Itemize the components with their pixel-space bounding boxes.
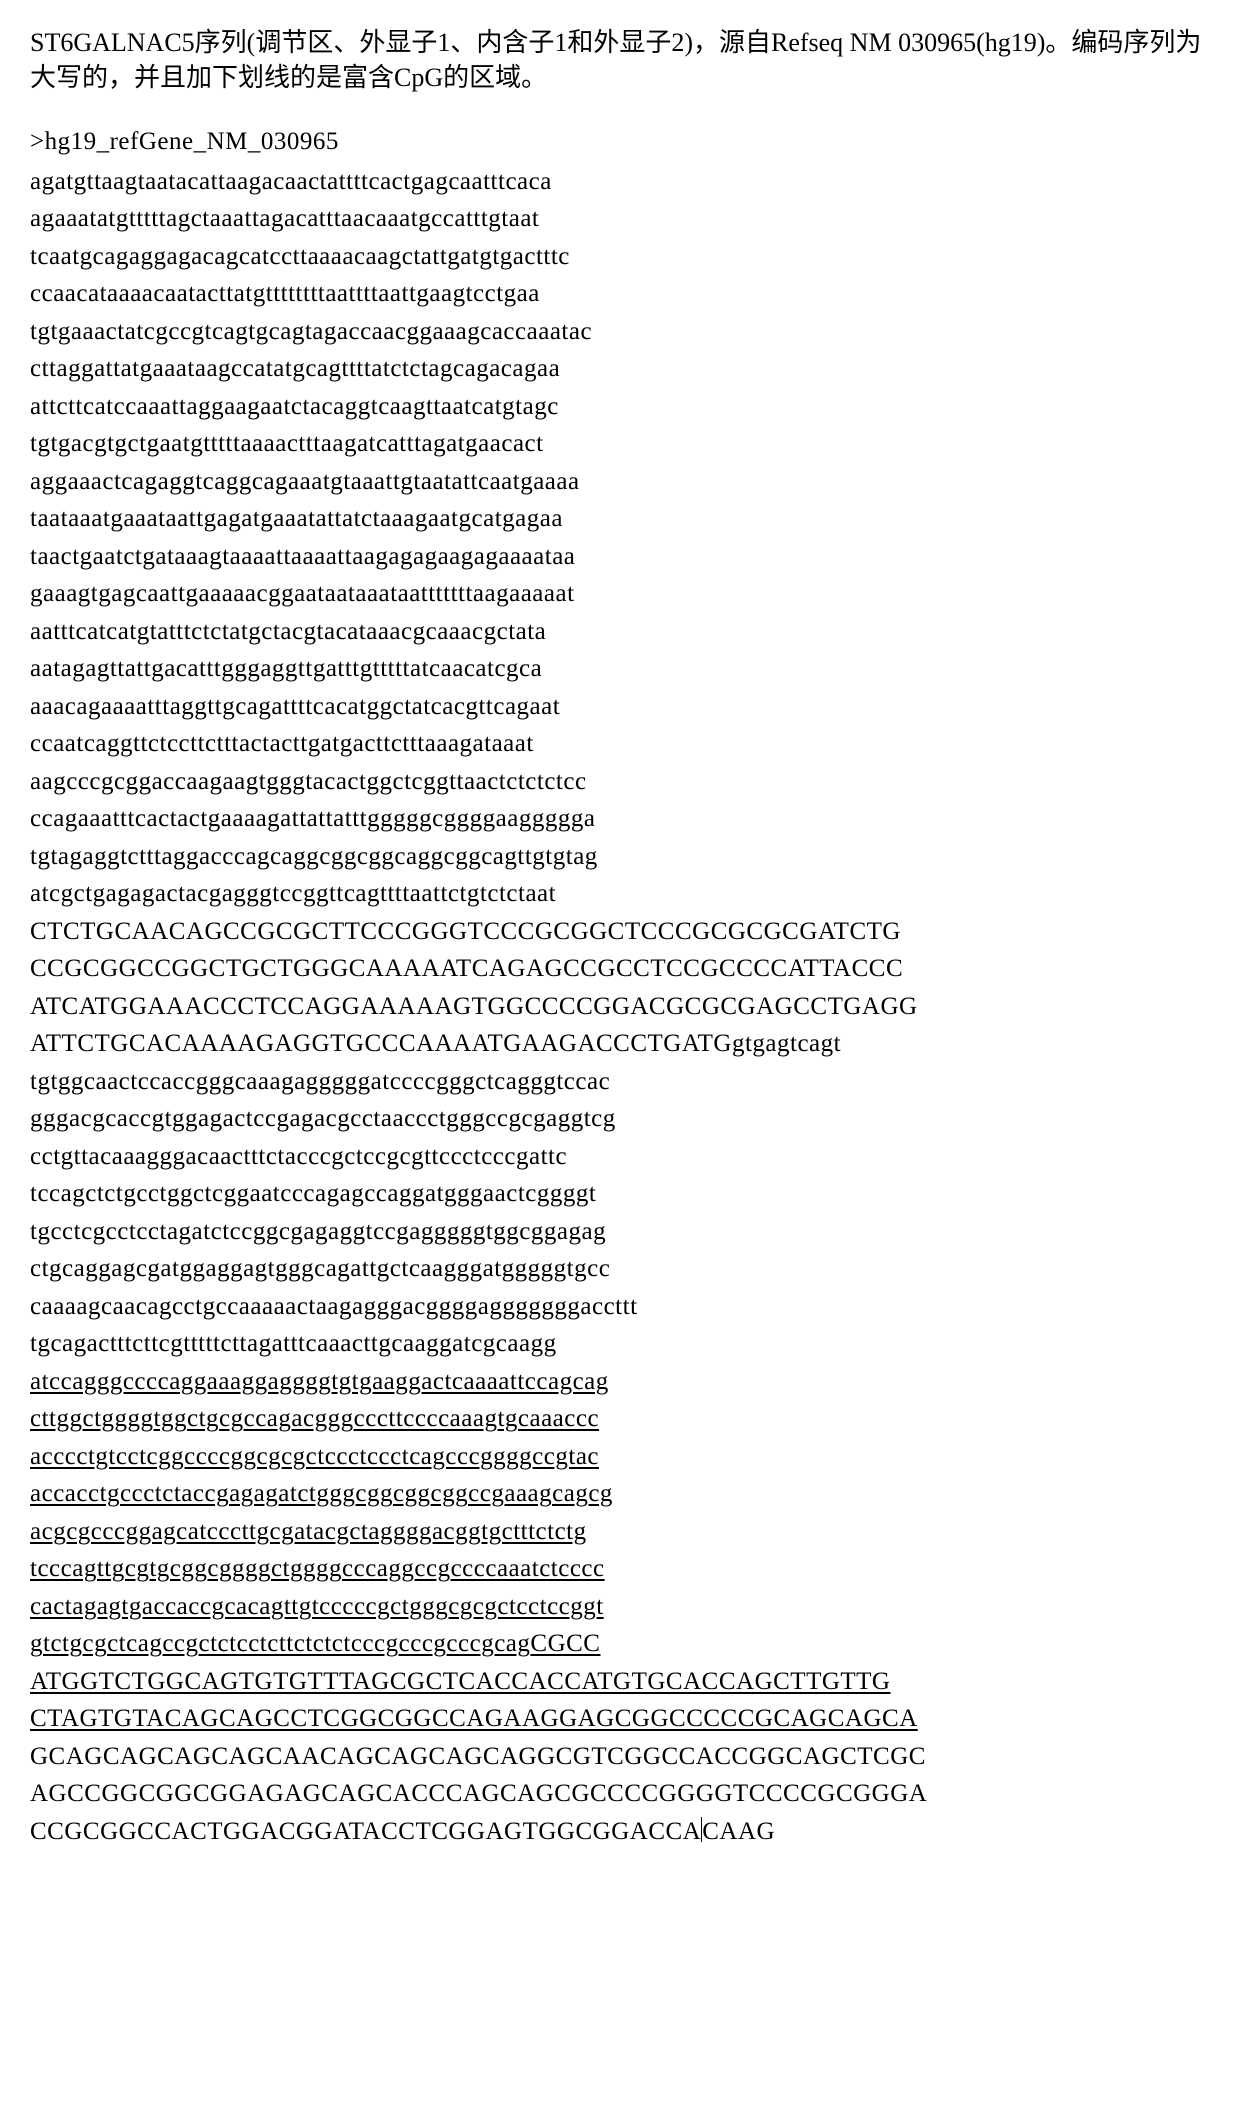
sequence-segment: CGCC — [530, 1630, 600, 1657]
sequence-segment: gaaagtgagcaattgaaaaacggaataataaataattttt… — [30, 580, 575, 607]
sequence-segment: agatgttaagtaatacattaagacaactattttcactgag… — [30, 168, 552, 195]
sequence-line: atccagggccccaggaaaggaggggtgtgaaggactcaaa… — [30, 1363, 1210, 1401]
sequence-line: accacctgccctctaccgagagatctgggcggcggcggcc… — [30, 1475, 1210, 1513]
sequence-line: tgcagactttcttcgtttttcttagatttcaaacttgcaa… — [30, 1325, 1210, 1363]
sequence-line: tgtgacgtgctgaatgtttttaaaactttaagatcattta… — [30, 425, 1210, 463]
sequence-line: ATGGTCTGGCAGTGTGTTTAGCGCTCACCACCATGTGCAC… — [30, 1663, 1210, 1701]
sequence-segment: ctgcaggagcgatggaggagtgggcagattgctcaaggga… — [30, 1255, 610, 1282]
sequence-segment: tcaatgcagaggagacagcatccttaaaacaagctattga… — [30, 243, 570, 270]
sequence-segment: caaaagcaacagcctgccaaaaactaagagggacggggag… — [30, 1293, 638, 1320]
sequence-line: CTAGTGTACAGCAGCCTCGGCGGCCAGAAGGAGCGGCCCC… — [30, 1700, 1210, 1738]
sequence-segment: cctgttacaaagggacaactttctacccgctccgcgttcc… — [30, 1143, 567, 1170]
sequence-line: tcccagttgcgtgcggcggggctggggcccaggccgcccc… — [30, 1550, 1210, 1588]
sequence-line: aaacagaaaatttaggttgcagattttcacatggctatca… — [30, 688, 1210, 726]
sequence-line: cctgttacaaagggacaactttctacccgctccgcgttcc… — [30, 1138, 1210, 1176]
sequence-segment: ccagaaatttcactactgaaaagattattatttgggggcg… — [30, 805, 595, 832]
sequence-segment: aagcccgcggaccaagaagtgggtacactggctcggttaa… — [30, 768, 587, 795]
sequence-line: ccaatcaggttctccttctttactacttgatgacttcttt… — [30, 725, 1210, 763]
sequence-segment: tgcctcgcctcctagatctccggcgagaggtccgaggggg… — [30, 1218, 606, 1245]
header-description: ST6GALNAC5序列(调节区、外显子1、内含子1和外显子2)，源自Refse… — [30, 25, 1210, 95]
sequence-line: atcgctgagagactacgagggtccggttcagttttaattc… — [30, 875, 1210, 913]
sequence-segment: tgtggcaactccaccgggcaaagagggggatccccgggct… — [30, 1068, 610, 1095]
sequence-segment: attcttcatccaaattaggaagaatctacaggtcaagtta… — [30, 393, 559, 420]
sequence-segment: CAAG — [702, 1818, 775, 1845]
sequence-segment: tccagctctgcctggctcggaatcccagagccaggatggg… — [30, 1180, 596, 1207]
sequence-line: acccctgtcctcggccccggcgcgctccctccctcagccc… — [30, 1438, 1210, 1476]
sequence-segment: atccagggccccaggaaaggaggggtgtgaaggactcaaa… — [30, 1368, 609, 1395]
sequence-segment: gtctgcgctcagccgctctcctcttctctctcccgcccgc… — [30, 1630, 530, 1657]
sequence-line: acgcgcccggagcatcccttgcgatacgctaggggacggt… — [30, 1513, 1210, 1551]
sequence-line: tgtagaggtctttaggacccagcaggcggcggcaggcggc… — [30, 838, 1210, 876]
sequence-segment: CTCTGCAACAGCCGCGCTTCCCGGGTCCCGCGGCTCCCGC… — [30, 918, 901, 945]
sequence-segment: ccaatcaggttctccttctttactacttgatgacttcttt… — [30, 730, 534, 757]
sequence-segment: aatttcatcatgtatttctctatgctacgtacataaacgc… — [30, 618, 546, 645]
sequence-segment: acgcgcccggagcatcccttgcgatacgctaggggacggt… — [30, 1518, 587, 1545]
sequence-segment: CTAGTGTACAGCAGCCTCGGCGGCCAGAAGGAGCGGCCCC… — [30, 1705, 918, 1732]
text-cursor — [701, 1817, 702, 1842]
sequence-line: ctgcaggagcgatggaggagtgggcagattgctcaaggga… — [30, 1250, 1210, 1288]
sequence-line: aggaaactcagaggtcaggcagaaatgtaaattgtaatat… — [30, 463, 1210, 501]
sequence-line: gggacgcaccgtggagactccgagacgcctaaccctgggc… — [30, 1100, 1210, 1138]
sequence-line: cttaggattatgaaataagccatatgcagttttatctcta… — [30, 350, 1210, 388]
sequence-segment: tgtgacgtgctgaatgtttttaaaactttaagatcattta… — [30, 430, 544, 457]
sequence-line: tgcctcgcctcctagatctccggcgagaggtccgaggggg… — [30, 1213, 1210, 1251]
sequence-segment: cttggctggggtggctgcgccagacgggcccttccccaaa… — [30, 1405, 599, 1432]
sequence-segment: taactgaatctgataaagtaaaattaaaattaagagagaa… — [30, 543, 575, 570]
sequence-line: cactagagtgaccaccgcacagttgtcccccgctgggcgc… — [30, 1588, 1210, 1626]
sequence-segment: acccctgtcctcggccccggcgcgctccctccctcagccc… — [30, 1443, 599, 1470]
sequence-line: tgtggcaactccaccgggcaaagagggggatccccgggct… — [30, 1063, 1210, 1101]
sequence-segment: ccaacataaaacaatacttatgttttttttaattttaatt… — [30, 280, 540, 307]
sequence-line: gtctgcgctcagccgctctcctcttctctctcccgcccgc… — [30, 1625, 1210, 1663]
sequence-segment: cttaggattatgaaataagccatatgcagttttatctcta… — [30, 355, 560, 382]
sequence-segment: aggaaactcagaggtcaggcagaaatgtaaattgtaatat… — [30, 468, 580, 495]
sequence-line: aagcccgcggaccaagaagtgggtacactggctcggttaa… — [30, 763, 1210, 801]
sequence-line: CCGCGGCCACTGGACGGATACCTCGGAGTGGCGGACCACA… — [30, 1813, 1210, 1851]
sequence-segment: tgtgaaactatcgccgtcagtgcagtagaccaacggaaag… — [30, 318, 592, 345]
sequence-line: aatagagttattgacatttgggaggttgatttgtttttat… — [30, 650, 1210, 688]
sequence-line: cttggctggggtggctgcgccagacgggcccttccccaaa… — [30, 1400, 1210, 1438]
sequence-line: CTCTGCAACAGCCGCGCTTCCCGGGTCCCGCGGCTCCCGC… — [30, 913, 1210, 951]
sequence-segment: aaacagaaaatttaggttgcagattttcacatggctatca… — [30, 693, 560, 720]
sequence-line: agaaatatgtttttagctaaattagacatttaacaaatgc… — [30, 200, 1210, 238]
sequence-line: tgtgaaactatcgccgtcagtgcagtagaccaacggaaag… — [30, 313, 1210, 351]
sequence-line: ATCATGGAAACCCTCCAGGAAAAAGTGGCCCCGGACGCGC… — [30, 988, 1210, 1026]
fasta-defline: >hg19_refGene_NM_030965 — [30, 123, 1210, 161]
sequence-line: ccagaaatttcactactgaaaagattattatttgggggcg… — [30, 800, 1210, 838]
sequence-line: caaaagcaacagcctgccaaaaactaagagggacggggag… — [30, 1288, 1210, 1326]
sequence-line: ATTCTGCACAAAAGAGGTGCCCAAAATGAAGACCCTGATG… — [30, 1025, 1210, 1063]
sequence-segment: taataaatgaaataattgagatgaaatattatctaaagaa… — [30, 505, 563, 532]
sequence-segment: GCAGCAGCAGCAGCAACAGCAGCAGCAGGCGTCGGCCACC… — [30, 1743, 926, 1770]
sequence-segment: CCGCGGCCACTGGACGGATACCTCGGAGTGGCGGACCA — [30, 1818, 701, 1845]
sequence-segment: AGCCGGCGGCGGAGAGCAGCACCCAGCAGCGCCCCGGGGT… — [30, 1780, 927, 1807]
sequence-line: aatttcatcatgtatttctctatgctacgtacataaacgc… — [30, 613, 1210, 651]
sequence-line: gaaagtgagcaattgaaaaacggaataataaataattttt… — [30, 575, 1210, 613]
sequence-block: agatgttaagtaatacattaagacaactattttcactgag… — [30, 163, 1210, 1851]
sequence-segment: gggacgcaccgtggagactccgagacgcctaaccctgggc… — [30, 1105, 616, 1132]
sequence-segment: cactagagtgaccaccgcacagttgtcccccgctgggcgc… — [30, 1593, 604, 1620]
sequence-segment: atcgctgagagactacgagggtccggttcagttttaattc… — [30, 880, 556, 907]
sequence-segment: ATGGTCTGGCAGTGTGTTTAGCGCTCACCACCATGTGCAC… — [30, 1668, 891, 1695]
sequence-line: AGCCGGCGGCGGAGAGCAGCACCCAGCAGCGCCCCGGGGT… — [30, 1775, 1210, 1813]
sequence-segment: accacctgccctctaccgagagatctgggcggcggcggcc… — [30, 1480, 613, 1507]
sequence-segment: aatagagttattgacatttgggaggttgatttgtttttat… — [30, 655, 542, 682]
sequence-line: ccaacataaaacaatacttatgttttttttaattttaatt… — [30, 275, 1210, 313]
sequence-line: tccagctctgcctggctcggaatcccagagccaggatggg… — [30, 1175, 1210, 1213]
sequence-segment: agaaatatgtttttagctaaattagacatttaacaaatgc… — [30, 205, 539, 232]
sequence-line: taataaatgaaataattgagatgaaatattatctaaagaa… — [30, 500, 1210, 538]
sequence-segment: tcccagttgcgtgcggcggggctggggcccaggccgcccc… — [30, 1555, 605, 1582]
sequence-line: attcttcatccaaattaggaagaatctacaggtcaagtta… — [30, 388, 1210, 426]
sequence-segment: tgcagactttcttcgtttttcttagatttcaaacttgcaa… — [30, 1330, 557, 1357]
sequence-segment: CCGCGGCCGGCTGCTGGGCAAAAATCAGAGCCGCCTCCGC… — [30, 955, 903, 982]
sequence-segment: ATCATGGAAACCCTCCAGGAAAAAGTGGCCCCGGACGCGC… — [30, 993, 918, 1020]
sequence-segment: tgtagaggtctttaggacccagcaggcggcggcaggcggc… — [30, 843, 598, 870]
sequence-line: taactgaatctgataaagtaaaattaaaattaagagagaa… — [30, 538, 1210, 576]
sequence-line: tcaatgcagaggagacagcatccttaaaacaagctattga… — [30, 238, 1210, 276]
sequence-segment: ATTCTGCACAAAAGAGGTGCCCAAAATGAAGACCCTGATG… — [30, 1030, 841, 1057]
sequence-line: GCAGCAGCAGCAGCAACAGCAGCAGCAGGCGTCGGCCACC… — [30, 1738, 1210, 1776]
sequence-line: CCGCGGCCGGCTGCTGGGCAAAAATCAGAGCCGCCTCCGC… — [30, 950, 1210, 988]
sequence-line: agatgttaagtaatacattaagacaactattttcactgag… — [30, 163, 1210, 201]
